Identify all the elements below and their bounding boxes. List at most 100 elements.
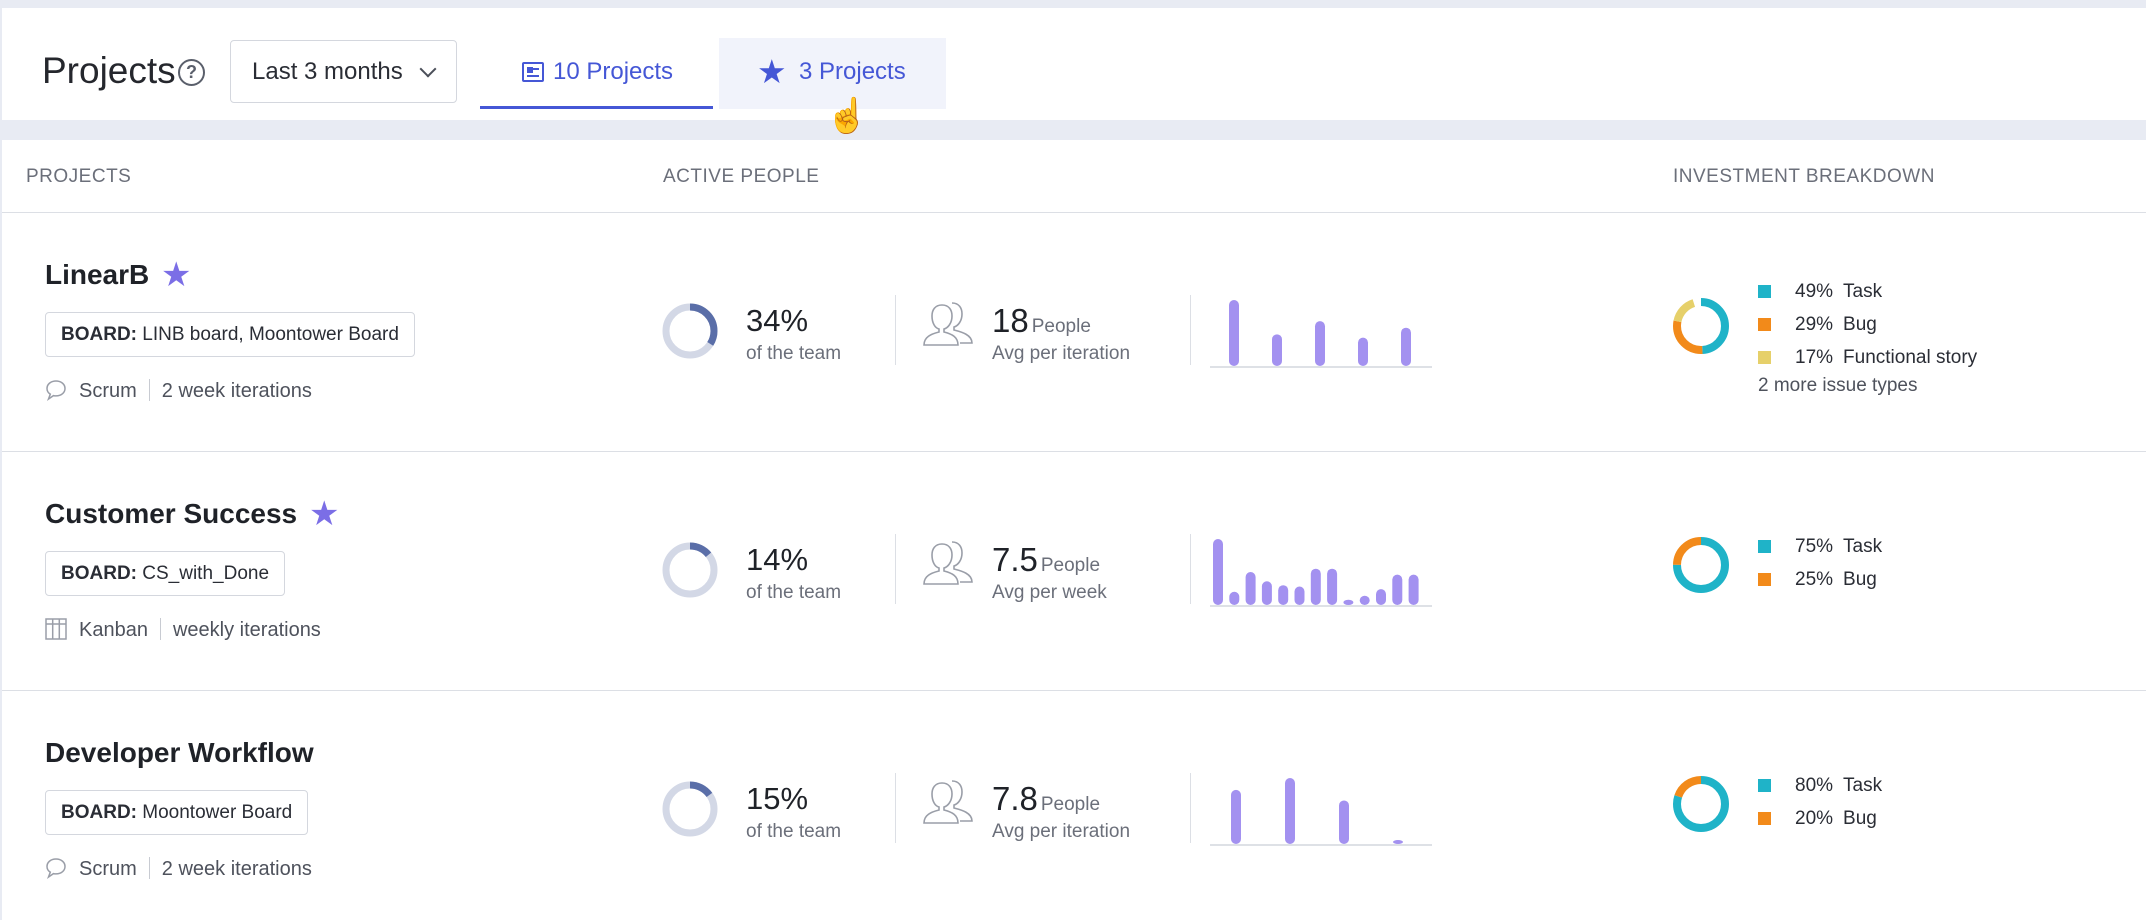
- methodology: Kanban weekly iterations: [45, 618, 321, 642]
- divider: [148, 379, 150, 401]
- table-row: Customer Success ★ BOARD: CS_with_Done Kanb…: [2, 452, 2146, 691]
- legend-label: Task: [1843, 536, 1883, 557]
- board-names: Moontower Board: [142, 802, 293, 823]
- legend-label: Bug: [1843, 314, 1877, 335]
- team-share-arc: [662, 781, 718, 837]
- iteration-length: 2 week iterations: [161, 858, 312, 880]
- breakdown-arc: [1673, 298, 1729, 354]
- legend-percent: 25%: [1795, 569, 1834, 590]
- project-name[interactable]: Customer Success: [45, 498, 298, 529]
- hand-cursor-icon: ☝: [826, 97, 869, 135]
- activity-bar: [1327, 568, 1338, 605]
- more-issue-types-link[interactable]: 2 more issue types: [1758, 375, 1918, 396]
- team-share-donut: [662, 781, 718, 837]
- chat-bubble-icon: [46, 858, 66, 879]
- table-row: Developer Workflow BOARD: Moontower Board…: [2, 691, 2146, 920]
- legend-percent: 49%: [1795, 281, 1834, 302]
- methodology: Scrum 2 week iterations: [45, 857, 312, 881]
- help-icon[interactable]: ?: [178, 59, 205, 86]
- activity-bar: [1408, 574, 1419, 605]
- column-header-projects: PROJECTS: [26, 166, 132, 187]
- team-share-label: of the team: [746, 582, 842, 603]
- legend-swatch: [1758, 318, 1771, 331]
- star-icon: ★: [757, 53, 787, 90]
- iteration-length: weekly iterations: [172, 619, 321, 641]
- page-header: Projects ? Last 3 months 10 Projects ★ 3…: [2, 8, 2146, 120]
- divider: [148, 857, 150, 879]
- legend-label: Bug: [1843, 808, 1877, 829]
- date-range-select[interactable]: Last 3 months: [230, 40, 457, 103]
- table-row: LinearB ★ BOARD: LINB board, Moontower Boa…: [2, 213, 2146, 452]
- activity-bar: [1245, 572, 1256, 605]
- avg-people-value: 18 People: [992, 302, 1091, 340]
- people-icon: [923, 302, 973, 346]
- team-share-value: 14%: [746, 542, 809, 577]
- date-range-label: Last 3 months: [252, 58, 403, 85]
- team-share-chart: [662, 781, 718, 837]
- divider: [895, 534, 896, 604]
- projects-table: PROJECTS ACTIVE PEOPLE INVESTMENT BREAKD…: [2, 140, 2146, 920]
- activity-bar: [1393, 840, 1403, 844]
- breakdown-arc: [1673, 298, 1729, 354]
- legend-percent: 80%: [1795, 775, 1834, 796]
- legend-percent: 17%: [1795, 347, 1834, 368]
- activity-bar: [1392, 574, 1403, 605]
- legend-item: 75% Task: [1758, 530, 1882, 563]
- activity-bar: [1310, 568, 1321, 605]
- legend-swatch: [1758, 779, 1771, 792]
- board-names: LINB board, Moontower Board: [142, 324, 399, 345]
- avg-people-number: 7.8: [992, 780, 1038, 817]
- divider: [1190, 534, 1191, 604]
- activity-bar: [1213, 539, 1223, 605]
- project-name[interactable]: Developer Workflow: [45, 737, 314, 768]
- board-chip: BOARD: CS_with_Done: [45, 551, 286, 596]
- investment-chart: [1673, 298, 1729, 354]
- avg-people-label: Avg per iteration: [992, 343, 1131, 364]
- investment-legend: 49% Task 29% Bug 17% Functional story 2 more i…: [1758, 275, 1977, 397]
- activity-bar: [1229, 591, 1240, 605]
- tab-all-projects[interactable]: 10 Projects: [480, 38, 713, 109]
- methodology-name: Scrum: [79, 380, 137, 402]
- activity-bar: [1358, 337, 1368, 366]
- legend-label: Task: [1843, 281, 1883, 302]
- board-names: CS_with_Done: [142, 563, 270, 584]
- legend-swatch: [1758, 285, 1771, 298]
- methodology: Scrum 2 week iterations: [45, 379, 312, 403]
- board-chip: BOARD: Moontower Board: [45, 790, 309, 835]
- activity-bar: [1359, 595, 1370, 605]
- team-share-value: 34%: [746, 303, 809, 338]
- activity-bar: [1285, 778, 1295, 844]
- chevron-down-icon: [419, 60, 437, 78]
- legend-label: Functional story: [1843, 347, 1978, 368]
- activity-bar: [1294, 586, 1305, 605]
- legend-item: 20% Bug: [1758, 802, 1882, 835]
- star-icon[interactable]: ★: [309, 495, 340, 533]
- activity-bar: [1315, 321, 1325, 366]
- methodology-name: Scrum: [79, 858, 137, 880]
- team-share-chart: [662, 303, 718, 359]
- people-icon: [923, 780, 973, 824]
- tab-starred-projects[interactable]: ★ 3 Projects: [719, 38, 946, 109]
- activity-sparkline: [1210, 778, 1432, 846]
- board-chip: BOARD: LINB board, Moontower Board: [45, 312, 415, 357]
- avg-people-value: 7.8 People: [992, 780, 1100, 818]
- avg-people-unit: People: [1040, 794, 1101, 815]
- tab-all-projects-label: 10 Projects: [553, 58, 674, 85]
- board-label: BOARD:: [61, 802, 137, 823]
- legend-item: 17% Functional story: [1758, 341, 1977, 374]
- avg-people-number: 18: [992, 302, 1029, 339]
- team-share-chart: [662, 542, 718, 598]
- investment-legend: 75% Task 25% Bug: [1758, 530, 1882, 596]
- column-header-active-people: ACTIVE PEOPLE: [663, 166, 820, 187]
- methodology-name: Kanban: [79, 619, 148, 641]
- team-share-arc: [662, 542, 718, 598]
- project-name[interactable]: LinearB: [45, 259, 150, 290]
- legend-swatch: [1758, 540, 1771, 553]
- investment-donut: [1672, 297, 1730, 355]
- investment-legend: 80% Task 20% Bug: [1758, 769, 1882, 835]
- divider: [159, 618, 161, 640]
- avg-people-unit: People: [1031, 316, 1091, 337]
- star-icon[interactable]: ★: [161, 256, 192, 294]
- legend-swatch: [1758, 351, 1771, 364]
- divider: [1190, 773, 1191, 843]
